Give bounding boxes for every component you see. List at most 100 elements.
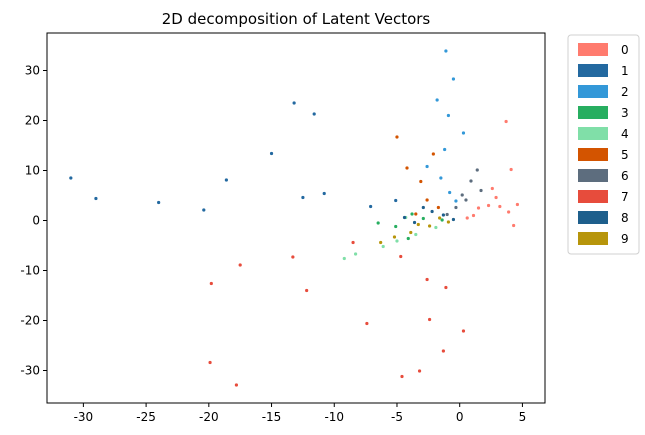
scatter-point-series-0 bbox=[476, 206, 481, 210]
scatter-point-series-0 bbox=[494, 195, 498, 200]
scatter-point-series-0 bbox=[498, 204, 502, 209]
legend-swatch bbox=[578, 148, 608, 161]
scatter-point-series-1 bbox=[322, 191, 326, 196]
scatter-point-series-3 bbox=[421, 216, 425, 221]
scatter-point-series-9 bbox=[379, 240, 383, 245]
scatter-point-series-4 bbox=[381, 244, 385, 249]
y-tick-label: 30 bbox=[25, 64, 40, 78]
scatter-point-series-0 bbox=[504, 119, 508, 124]
legend-label: 9 bbox=[621, 232, 629, 246]
scatter-point-series-2 bbox=[443, 147, 447, 152]
scatter-point-series-4 bbox=[414, 232, 418, 237]
legend-label: 8 bbox=[621, 211, 629, 225]
scatter-point-series-8 bbox=[402, 215, 407, 220]
legend-swatch bbox=[578, 85, 608, 98]
scatter-point-series-6 bbox=[460, 193, 464, 197]
scatter-point-series-3 bbox=[440, 218, 444, 222]
scatter-point-series-2 bbox=[439, 176, 443, 180]
scatter-point-series-9 bbox=[392, 235, 397, 239]
y-tick-label: -10 bbox=[20, 264, 40, 278]
scatter-point-series-7 bbox=[291, 255, 295, 259]
legend-swatch bbox=[578, 190, 608, 203]
scatter-point-series-8 bbox=[441, 213, 445, 217]
scatter-point-series-9 bbox=[427, 224, 432, 228]
scatter-point-series-5 bbox=[414, 212, 418, 216]
y-axis: -30 -20 -10 0 10 20 30 bbox=[20, 64, 47, 378]
scatter-point-series-4 bbox=[434, 225, 438, 230]
x-tick-label: -25 bbox=[136, 410, 156, 424]
scatter-point-series-7 bbox=[444, 285, 448, 290]
legend-swatch bbox=[578, 64, 608, 77]
legend-swatch bbox=[578, 232, 608, 245]
scatter-point-series-1 bbox=[369, 204, 373, 209]
scatter-point-series-4 bbox=[342, 256, 346, 261]
x-tick-label: -10 bbox=[324, 410, 344, 424]
scatter-point-series-0 bbox=[509, 167, 513, 172]
scatter-point-series-6 bbox=[464, 198, 468, 202]
scatter-point-series-7 bbox=[208, 360, 212, 365]
scatter-point-series-1 bbox=[312, 112, 316, 116]
scatter-point-series-2 bbox=[444, 49, 448, 53]
legend-label: 2 bbox=[621, 85, 629, 99]
scatter-point-series-3 bbox=[410, 212, 414, 216]
scatter-point-series-0 bbox=[512, 223, 516, 228]
legend-label: 3 bbox=[621, 106, 629, 120]
scatter-point-series-2 bbox=[454, 199, 458, 203]
scatter-point-series-2 bbox=[461, 131, 466, 135]
scatter-point-series-7 bbox=[209, 281, 213, 286]
scatter-point-series-3 bbox=[406, 236, 410, 241]
scatter-points bbox=[69, 49, 520, 387]
scatter-point-series-5 bbox=[395, 135, 399, 139]
scatter-point-series-7 bbox=[305, 288, 309, 293]
scatter-point-series-8 bbox=[451, 217, 456, 222]
scatter-point-series-6 bbox=[445, 212, 449, 217]
y-tick-label: -20 bbox=[20, 314, 40, 328]
x-tick-label: 0 bbox=[456, 410, 464, 424]
scatter-point-series-0 bbox=[486, 203, 491, 208]
x-tick-label: -30 bbox=[74, 410, 94, 424]
scatter-point-series-7 bbox=[351, 240, 355, 245]
scatter-point-series-9 bbox=[416, 222, 420, 227]
scatter-point-series-7 bbox=[238, 263, 242, 267]
scatter-point-series-7 bbox=[365, 321, 369, 326]
scatter-point-series-7 bbox=[399, 254, 403, 259]
legend-label: 4 bbox=[621, 127, 629, 141]
scatter-point-series-7 bbox=[417, 369, 422, 373]
x-tick-label: -20 bbox=[199, 410, 219, 424]
scatter-point-series-2 bbox=[448, 190, 452, 195]
x-tick-label: 5 bbox=[519, 410, 527, 424]
scatter-point-series-1 bbox=[94, 196, 98, 201]
scatter-point-series-7 bbox=[425, 277, 429, 282]
scatter-point-series-7 bbox=[441, 349, 445, 353]
chart-title: 2D decomposition of Latent Vectors bbox=[162, 10, 431, 28]
scatter-point-series-0 bbox=[515, 202, 520, 207]
scatter-point-series-2 bbox=[446, 113, 451, 118]
scatter-point-series-6 bbox=[479, 188, 483, 193]
scatter-point-series-2 bbox=[451, 77, 456, 81]
legend: 0 1 2 3 4 5 6 7 8 9 bbox=[567, 34, 640, 255]
scatter-point-series-5 bbox=[431, 152, 435, 156]
scatter-point-series-2 bbox=[435, 98, 439, 102]
legend-label: 7 bbox=[621, 190, 629, 204]
scatter-point-series-0 bbox=[507, 210, 511, 214]
scatter-point-series-6 bbox=[475, 168, 479, 172]
plot-frame bbox=[46, 32, 546, 404]
legend-label: 0 bbox=[621, 43, 629, 57]
scatter-point-series-9 bbox=[438, 216, 442, 220]
legend-label: 6 bbox=[621, 169, 629, 183]
x-axis: -30 -25 -20 -15 -10 -5 0 5 bbox=[74, 403, 527, 424]
scatter-point-series-5 bbox=[436, 205, 440, 210]
legend-swatch bbox=[578, 43, 608, 56]
scatter-point-series-5 bbox=[425, 198, 429, 202]
x-tick-label: -15 bbox=[262, 410, 282, 424]
scatter-point-series-1 bbox=[224, 178, 228, 182]
y-tick-label: -30 bbox=[20, 364, 40, 378]
x-tick-label: -5 bbox=[391, 410, 403, 424]
scatter-point-series-3 bbox=[376, 221, 380, 225]
legend-label: 5 bbox=[621, 148, 629, 162]
legend-label: 1 bbox=[621, 64, 629, 78]
scatter-point-series-1 bbox=[292, 101, 296, 105]
legend-swatch bbox=[578, 169, 608, 182]
legend-swatch bbox=[578, 106, 608, 119]
scatter-point-series-7 bbox=[461, 329, 466, 333]
